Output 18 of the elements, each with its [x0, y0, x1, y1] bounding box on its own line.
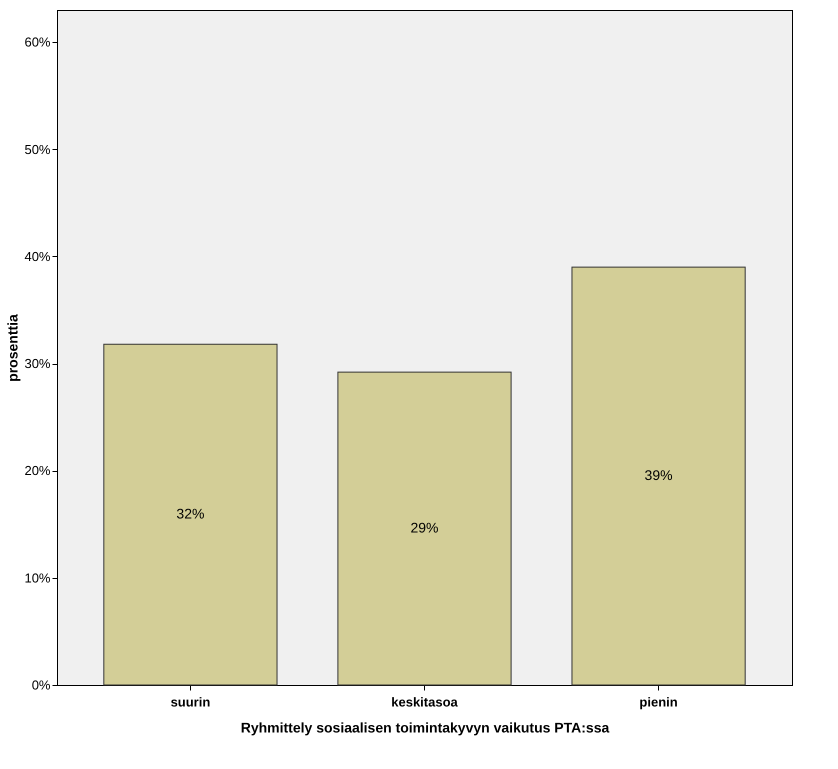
bar	[103, 344, 278, 686]
y-tick-label: 40%	[24, 248, 51, 264]
y-tick-label: 0%	[32, 678, 51, 692]
y-tick-label: 20%	[24, 463, 51, 478]
data-label: 29%	[410, 520, 439, 536]
y-tick-label: 30%	[24, 356, 51, 372]
bar	[571, 266, 746, 686]
x-axis-title: Ryhmittely sosiaalisen toimintakyvyn vaikutus PTA:ssa	[240, 720, 610, 736]
y-tick-label: 10%	[24, 570, 51, 586]
data-label: 32%	[176, 506, 204, 522]
data-label: 39%	[644, 467, 673, 484]
y-tick-label: 50%	[24, 142, 51, 157]
x-tick-label: pienin	[639, 694, 678, 710]
x-tick-label: suurin	[170, 694, 210, 710]
y-tick-label: 60%	[24, 34, 51, 50]
x-tick-label: keskitasoa	[391, 694, 459, 710]
y-axis-title: prosenttia	[4, 314, 20, 382]
bar	[337, 372, 512, 686]
